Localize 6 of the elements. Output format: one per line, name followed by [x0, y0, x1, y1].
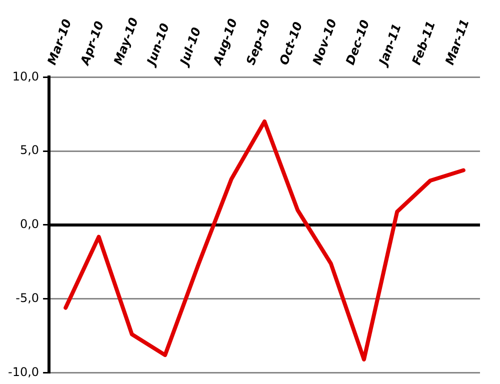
x-tick-label: Jul-10 — [176, 26, 204, 69]
y-tick-label: 0,0 — [20, 217, 40, 232]
y-tick-label: 10,0 — [12, 69, 40, 84]
y-tick-label: -5,0 — [16, 291, 40, 306]
y-tick-label: -10,0 — [8, 364, 40, 379]
y-tick-label: 5,0 — [20, 143, 40, 158]
